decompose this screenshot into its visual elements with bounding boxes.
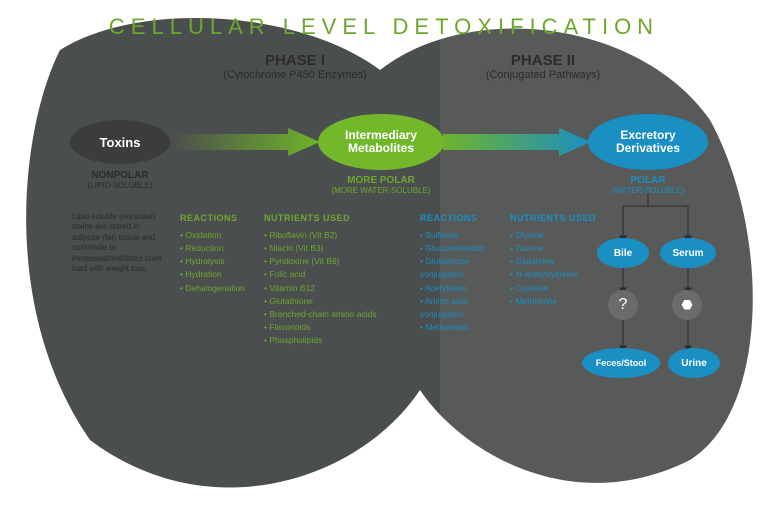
list-item: Hydrolysis — [180, 255, 260, 268]
phase2-nutrients-list: GlycineTaurineGlutamineN-acetylcysteineC… — [510, 229, 600, 308]
phase2-nutrients-head: NUTRIENTS USED — [510, 212, 600, 226]
excretion-connectors — [580, 192, 740, 352]
phase2-reactions: REACTIONS SulfationGlucuronidationGlutat… — [420, 212, 505, 334]
phase1-reactions-list: OxidationReductionHydrolysisHydrationDeh… — [180, 229, 260, 295]
node-bile: Bile — [597, 238, 649, 268]
list-item: Methionine — [510, 295, 600, 308]
phase1-nutrients: NUTRIENTS USED Riboflavin (Vit B2)Niacin… — [264, 212, 384, 347]
arrow-phase-2 — [443, 128, 591, 156]
list-item: Glutathione — [264, 295, 384, 308]
gut-icon: ? — [608, 290, 638, 320]
list-item: Hydration — [180, 268, 260, 281]
node-feces: Feces/Stool — [582, 348, 660, 378]
list-item: Methylation — [420, 321, 505, 334]
phase2-reactions-head: REACTIONS — [420, 212, 505, 226]
list-item: Glutathione conjugation — [420, 255, 505, 281]
list-item: Acetylation — [420, 282, 505, 295]
phase1-nutrients-head: NUTRIENTS USED — [264, 212, 384, 226]
list-item: Niacin (Vit B3) — [264, 242, 384, 255]
phase1-reactions: REACTIONS OxidationReductionHydrolysisHy… — [180, 212, 260, 295]
node-toxins: Toxins — [70, 120, 170, 164]
phase-2-title: PHASE II — [438, 52, 648, 69]
list-item: Flavonoids — [264, 321, 384, 334]
list-item: Pyridoxine (Vit B6) — [264, 255, 384, 268]
list-item: Amino acid conjugation — [420, 295, 505, 321]
arrow-phase-1 — [170, 128, 320, 156]
toxins-description: Lipid-soluble (nonpolar) toxins are stor… — [72, 212, 167, 274]
list-item: Phospholipids — [264, 334, 384, 347]
node-intermediary: Intermediary Metabolites — [318, 114, 444, 170]
node-serum: Serum — [660, 238, 716, 268]
list-item: Reduction — [180, 242, 260, 255]
phase2-nutrients: NUTRIENTS USED GlycineTaurineGlutamineN-… — [510, 212, 600, 308]
phase2-reactions-list: SulfationGlucuronidationGlutathione conj… — [420, 229, 505, 334]
list-item: Riboflavin (Vit B2) — [264, 229, 384, 242]
kidney-icon: ⬣ — [672, 290, 702, 320]
list-item: Sulfation — [420, 229, 505, 242]
phase-1-subtitle: (Cytochrome P450 Enzymes) — [180, 69, 410, 81]
list-item: N-acetylcysteine — [510, 268, 600, 281]
list-item: Glucuronidation — [420, 242, 505, 255]
phase-1-header: PHASE I (Cytochrome P450 Enzymes) — [180, 52, 410, 81]
node-urine: Urine — [668, 348, 720, 378]
node-intermediary-l2: Metabolites — [348, 142, 414, 155]
node-toxins-polar: NONPOLAR (LIPID-SOLUBLE) — [70, 170, 170, 190]
list-item: Vitamin B12 — [264, 282, 384, 295]
node-intermediary-polar: MORE POLAR (MORE WATER-SOLUBLE) — [318, 175, 444, 195]
node-excretory-polar: POLAR (WATER-SOLUBLE) — [588, 175, 708, 195]
list-item: Glycine — [510, 229, 600, 242]
list-item: Oxidation — [180, 229, 260, 242]
phase1-reactions-head: REACTIONS — [180, 212, 260, 226]
list-item: Glutamine — [510, 255, 600, 268]
phase1-nutrients-list: Riboflavin (Vit B2)Niacin (Vit B3)Pyrido… — [264, 229, 384, 348]
list-item: Folic acid — [264, 268, 384, 281]
list-item: Dehalogenation — [180, 282, 260, 295]
node-excretory-l2: Derivatives — [616, 142, 680, 155]
list-item: Cysteine — [510, 282, 600, 295]
page-title: CELLULAR LEVEL DETOXIFICATION — [0, 14, 768, 40]
list-item: Taurine — [510, 242, 600, 255]
node-excretory: Excretory Derivatives — [588, 114, 708, 170]
phase-2-subtitle: (Conjugated Pathways) — [438, 69, 648, 81]
list-item: Branched-chain amino acids — [264, 308, 384, 321]
node-toxins-label: Toxins — [100, 135, 141, 150]
phase-2-header: PHASE II (Conjugated Pathways) — [438, 52, 648, 81]
phase-1-title: PHASE I — [180, 52, 410, 69]
